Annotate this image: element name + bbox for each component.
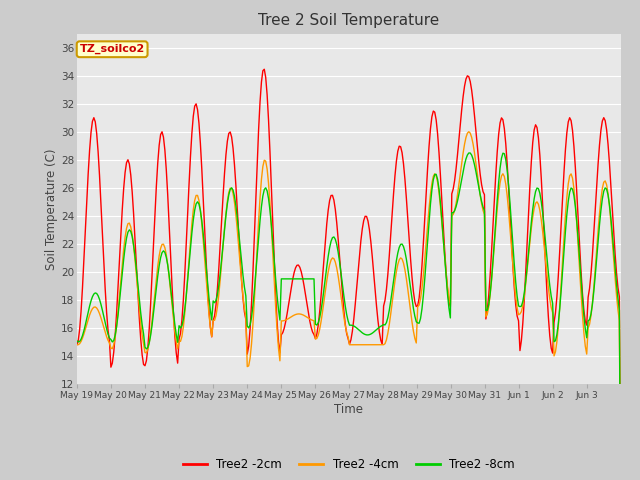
Tree2 -2cm: [260, 66, 268, 72]
Tree2 -4cm: [353, 342, 360, 348]
X-axis label: Time: Time: [334, 403, 364, 416]
Tree2 -8cm: [465, 150, 473, 156]
Tree2 -4cm: [73, 342, 81, 348]
Tree2 -8cm: [543, 255, 551, 261]
Tree2 -4cm: [108, 346, 116, 351]
Tree2 -2cm: [92, 119, 99, 125]
Tree2 -4cm: [92, 304, 99, 310]
Tree2 -8cm: [108, 339, 116, 345]
Tree2 -2cm: [462, 76, 470, 82]
Tree2 -8cm: [614, 296, 622, 302]
Tree2 -8cm: [461, 162, 468, 168]
Title: Tree 2 Soil Temperature: Tree 2 Soil Temperature: [258, 13, 440, 28]
Tree2 -2cm: [354, 269, 362, 275]
Line: Tree2 -8cm: Tree2 -8cm: [77, 153, 621, 480]
Tree2 -4cm: [614, 307, 622, 313]
Text: TZ_soilco2: TZ_soilco2: [79, 44, 145, 54]
Tree2 -4cm: [465, 129, 473, 134]
Y-axis label: Soil Temperature (C): Soil Temperature (C): [45, 148, 58, 270]
Tree2 -2cm: [108, 360, 116, 366]
Legend: Tree2 -2cm, Tree2 -4cm, Tree2 -8cm: Tree2 -2cm, Tree2 -4cm, Tree2 -8cm: [178, 454, 520, 476]
Tree2 -2cm: [614, 285, 622, 290]
Tree2 -8cm: [73, 338, 81, 344]
Tree2 -4cm: [543, 272, 551, 277]
Line: Tree2 -4cm: Tree2 -4cm: [77, 132, 621, 480]
Tree2 -8cm: [92, 290, 99, 296]
Tree2 -2cm: [543, 289, 551, 295]
Tree2 -4cm: [461, 141, 468, 147]
Line: Tree2 -2cm: Tree2 -2cm: [77, 69, 621, 480]
Tree2 -8cm: [353, 325, 360, 331]
Tree2 -2cm: [73, 342, 81, 348]
